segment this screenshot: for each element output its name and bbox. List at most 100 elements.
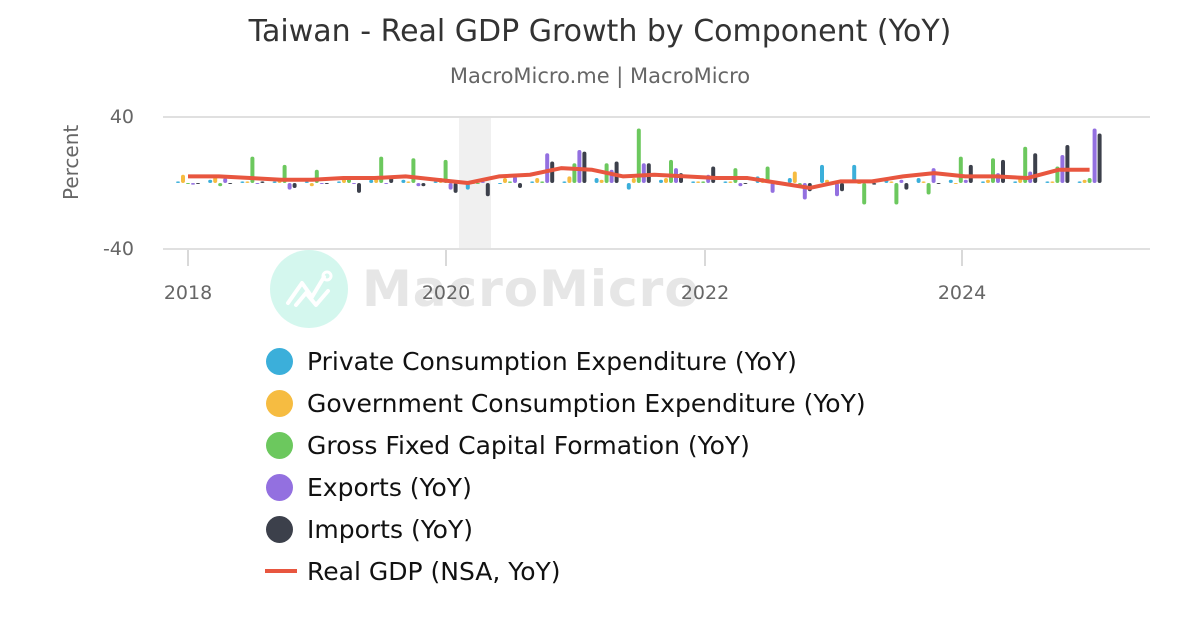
bar[interactable]	[986, 179, 990, 183]
bar[interactable]	[287, 183, 292, 190]
bar[interactable]	[723, 181, 728, 183]
bar[interactable]	[545, 153, 550, 183]
bar[interactable]	[475, 183, 480, 184]
bar[interactable]	[186, 183, 190, 184]
bar[interactable]	[245, 181, 250, 183]
bar[interactable]	[931, 168, 936, 183]
bar[interactable]	[1087, 178, 1092, 183]
bar[interactable]	[872, 183, 877, 185]
bar[interactable]	[948, 179, 953, 183]
bar[interactable]	[208, 179, 213, 183]
bar[interactable]	[443, 159, 448, 183]
bar[interactable]	[953, 183, 958, 184]
bar[interactable]	[636, 128, 641, 183]
bar[interactable]	[840, 183, 844, 192]
legend-item-government-consumption[interactable]: Government Consumption Expenditure (YoY)	[266, 382, 866, 424]
bar[interactable]	[416, 183, 421, 187]
bar[interactable]	[255, 183, 260, 184]
bar[interactable]	[899, 179, 904, 183]
bar[interactable]	[659, 179, 663, 183]
bar[interactable]	[787, 178, 792, 183]
bar[interactable]	[513, 176, 517, 183]
bar[interactable]	[669, 159, 673, 183]
bar[interactable]	[641, 163, 646, 183]
bar[interactable]	[433, 181, 438, 183]
bar[interactable]	[352, 183, 356, 184]
bar[interactable]	[916, 178, 921, 183]
legend-item-real-gdp[interactable]: Real GDP (NSA, YoY)	[265, 550, 866, 592]
legend-item-imports[interactable]: Imports (YoY)	[266, 508, 866, 550]
bar[interactable]	[626, 183, 631, 190]
bar[interactable]	[1077, 181, 1082, 183]
bar[interactable]	[421, 183, 426, 187]
bar[interactable]	[196, 183, 200, 184]
bar[interactable]	[228, 183, 233, 184]
bar[interactable]	[1033, 153, 1038, 183]
bar[interactable]	[577, 150, 582, 183]
bar[interactable]	[1023, 146, 1028, 183]
bar[interactable]	[562, 181, 567, 183]
legend-item-exports[interactable]: Exports (YoY)	[266, 466, 866, 508]
bar[interactable]	[1092, 128, 1097, 183]
bar[interactable]	[765, 166, 770, 184]
bar[interactable]	[448, 183, 453, 190]
bar[interactable]	[498, 183, 502, 184]
bar[interactable]	[728, 181, 733, 183]
bar[interactable]	[852, 164, 857, 183]
bar[interactable]	[599, 179, 604, 183]
bar[interactable]	[572, 163, 577, 183]
legend-item-private-consumption[interactable]: Private Consumption Expenditure (YoY)	[266, 340, 866, 382]
bar[interactable]	[664, 178, 668, 183]
bar[interactable]	[223, 178, 228, 183]
bar[interactable]	[738, 183, 743, 187]
bar[interactable]	[991, 158, 995, 183]
bar[interactable]	[926, 183, 931, 195]
bar[interactable]	[1045, 181, 1050, 183]
bar[interactable]	[181, 174, 185, 183]
bar[interactable]	[792, 171, 797, 183]
legend-item-gross-fixed-capital[interactable]: Gross Fixed Capital Formation (YoY)	[266, 424, 866, 466]
bar[interactable]	[614, 161, 619, 183]
bar[interactable]	[191, 183, 195, 185]
bar[interactable]	[319, 183, 324, 184]
bar[interactable]	[272, 181, 277, 183]
bar[interactable]	[701, 181, 706, 183]
bar[interactable]	[518, 183, 522, 188]
bar[interactable]	[530, 181, 535, 183]
bar[interactable]	[1013, 181, 1018, 183]
bar[interactable]	[384, 183, 389, 184]
bar[interactable]	[958, 156, 963, 183]
bar[interactable]	[921, 181, 926, 183]
bar[interactable]	[691, 181, 696, 183]
bar[interactable]	[1065, 145, 1070, 183]
bar[interactable]	[540, 181, 545, 183]
bar[interactable]	[240, 181, 245, 183]
bar[interactable]	[889, 181, 894, 183]
bar[interactable]	[835, 183, 839, 197]
bar[interactable]	[733, 168, 738, 183]
bar[interactable]	[218, 183, 223, 187]
bar[interactable]	[981, 181, 985, 183]
bar[interactable]	[594, 178, 599, 183]
bar[interactable]	[743, 183, 748, 184]
bar[interactable]	[963, 179, 968, 183]
bar[interactable]	[1097, 133, 1102, 184]
bar[interactable]	[535, 178, 540, 183]
bar[interactable]	[304, 181, 309, 183]
bar[interactable]	[337, 181, 341, 183]
bar[interactable]	[357, 183, 361, 193]
bar[interactable]	[631, 178, 636, 183]
bar[interactable]	[369, 179, 374, 183]
bar[interactable]	[401, 179, 406, 183]
bar[interactable]	[453, 183, 458, 193]
bar[interactable]	[770, 183, 775, 193]
bar[interactable]	[176, 181, 180, 183]
bar[interactable]	[711, 166, 716, 184]
bar[interactable]	[406, 181, 411, 183]
bar[interactable]	[324, 183, 329, 184]
bar[interactable]	[936, 183, 941, 184]
bar[interactable]	[862, 183, 867, 205]
bar[interactable]	[820, 164, 824, 183]
bar[interactable]	[503, 178, 507, 183]
bar[interactable]	[968, 164, 973, 183]
